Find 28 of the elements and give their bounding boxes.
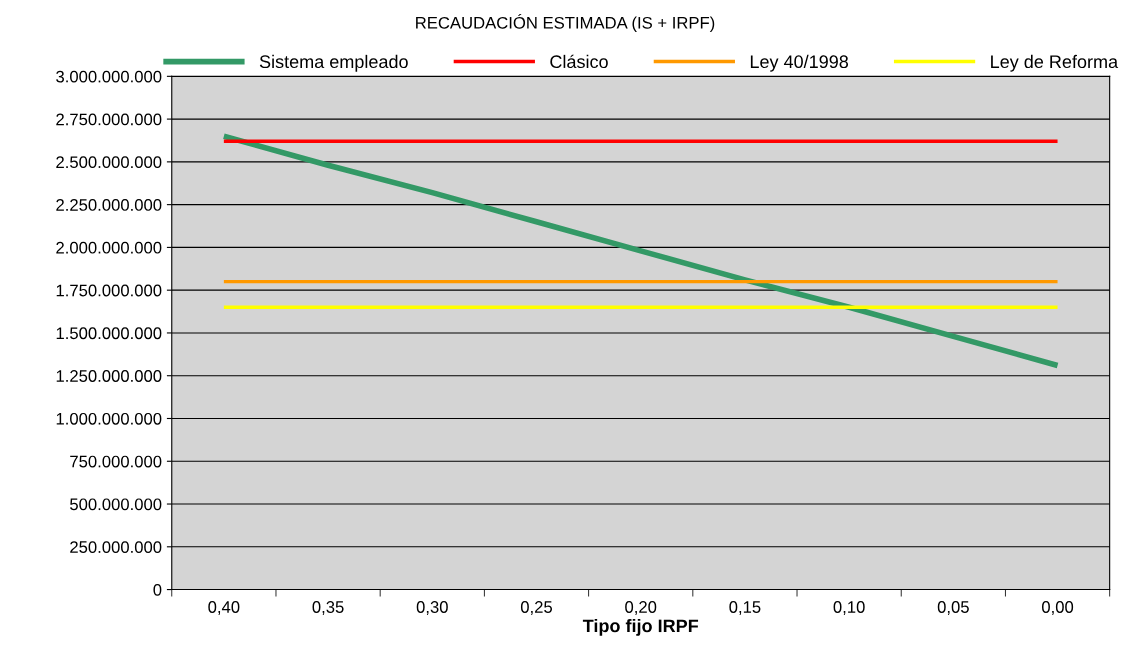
- y-tick-label: 0: [153, 583, 162, 596]
- x-axis-title: Tipo fijo IRPF: [582, 618, 699, 636]
- legend-label: Clásico: [550, 54, 608, 69]
- y-tick-label: 2.250.000.000: [56, 199, 162, 211]
- y-tick-label: 1.250.000.000: [56, 370, 162, 382]
- x-tick-label: 0,00: [1041, 601, 1074, 615]
- x-tick-label: 0,10: [833, 601, 865, 615]
- chart-title: RECAUDACIÓN ESTIMADA (IS + IRPF): [416, 14, 715, 32]
- y-tick-label: 750.000.000: [70, 455, 162, 468]
- y-tick-label: 1.500.000.000: [56, 327, 162, 340]
- y-tick-label: 1.000.000.000: [56, 412, 162, 425]
- x-tick-label: 0,25: [520, 601, 553, 615]
- y-tick-label: 250.000.000: [70, 541, 162, 553]
- x-tick-label: 0,30: [416, 601, 448, 615]
- y-tick-label: 2.500.000.000: [56, 156, 162, 169]
- y-tick-label: 2.750.000.000: [56, 113, 162, 126]
- legend-label: Sistema empleado: [259, 54, 408, 72]
- x-tick-label: 0,20: [625, 601, 657, 615]
- y-tick-label: 2.000.000.000: [56, 241, 162, 254]
- x-tick-label: 0,40: [208, 601, 240, 615]
- legend-label: Ley de Reforma: [991, 54, 1119, 72]
- x-tick-label: 0,05: [937, 601, 969, 615]
- x-tick-label: 0,35: [312, 601, 344, 615]
- y-tick-label: 500.000.000: [70, 498, 162, 511]
- y-tick-label: 3.000.000.000: [56, 70, 162, 83]
- x-tick-label: 0,15: [729, 601, 761, 615]
- y-tick-label: 1.750.000.000: [56, 284, 162, 297]
- legend-label: Ley 40/1998: [750, 54, 849, 72]
